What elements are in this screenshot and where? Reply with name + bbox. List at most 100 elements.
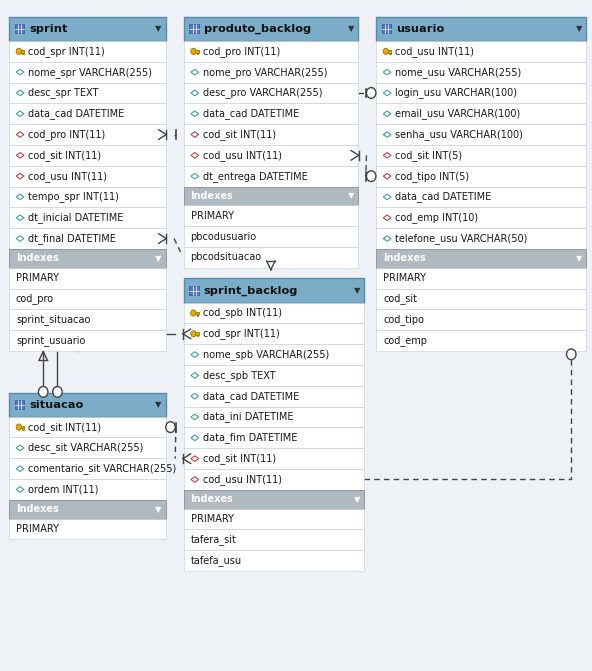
Polygon shape [17,236,24,242]
Bar [9,417,166,437]
Polygon shape [17,111,24,117]
Polygon shape [384,215,391,221]
Bar [9,268,166,289]
Text: cod_spr INT(11): cod_spr INT(11) [28,46,105,57]
Polygon shape [191,111,199,117]
Text: desc_spb TEXT: desc_spb TEXT [203,370,276,381]
Bar [376,41,586,62]
Bar [388,50,391,52]
Bar [9,309,166,330]
Bar [9,458,166,479]
Text: cod_pro INT(11): cod_pro INT(11) [203,46,280,57]
Bar [382,25,391,34]
Bar [390,52,391,54]
Text: nome_spr VARCHAR(255): nome_spr VARCHAR(255) [28,66,152,78]
Text: PRIMARY: PRIMARY [16,273,59,283]
Text: tafera_sit: tafera_sit [191,534,236,546]
Text: ▼: ▼ [576,254,582,263]
Polygon shape [384,69,391,75]
Bar [9,124,166,145]
Text: desc_spr TEXT: desc_spr TEXT [28,87,99,99]
Bar [184,509,364,529]
Text: cod_tipo INT(5): cod_tipo INT(5) [395,170,469,182]
Bar [376,207,586,228]
Bar [184,41,358,62]
Bar [184,427,364,448]
Text: ▼: ▼ [348,191,354,201]
Polygon shape [191,69,199,75]
Bar [184,226,358,247]
Polygon shape [191,152,199,158]
Polygon shape [191,456,199,462]
Text: cod_emp INT(10): cod_emp INT(10) [395,212,478,223]
Text: cod_pro: cod_pro [16,293,54,305]
Text: ▼: ▼ [354,495,360,504]
Polygon shape [17,486,24,493]
Bar [22,428,24,429]
Text: dt_entrega DATETIME: dt_entrega DATETIME [203,170,308,182]
Text: dt_inicial DATETIME: dt_inicial DATETIME [28,212,124,223]
Text: cod_usu INT(11): cod_usu INT(11) [203,150,282,161]
Text: ▼: ▼ [348,24,354,34]
Bar [184,490,364,509]
Circle shape [166,422,175,432]
Text: tafefa_usu: tafefa_usu [191,555,242,566]
Circle shape [53,386,62,397]
Circle shape [191,310,196,316]
Text: nome_spb VARCHAR(255): nome_spb VARCHAR(255) [203,349,329,360]
Polygon shape [17,194,24,200]
Bar [376,249,586,268]
Bar [197,52,198,54]
Text: cod_sit INT(11): cod_sit INT(11) [203,453,276,464]
Bar [184,166,358,187]
Bar [9,500,166,519]
Text: data_ini DATETIME: data_ini DATETIME [203,411,294,423]
Bar [9,207,166,228]
Text: cod_emp: cod_emp [383,335,427,346]
Text: sprint_usuario: sprint_usuario [16,335,85,346]
Text: ▼: ▼ [156,254,162,263]
Bar [9,41,166,62]
Bar [22,52,24,54]
Text: produto_backlog: produto_backlog [204,23,311,34]
Bar [376,309,586,330]
Bar [195,333,199,335]
Text: cod_spr INT(11): cod_spr INT(11) [203,328,280,340]
Text: cod_tipo: cod_tipo [383,314,424,325]
Bar [376,330,586,351]
Polygon shape [384,132,391,138]
Bar [184,17,358,41]
Bar [197,314,198,315]
Polygon shape [17,466,24,472]
Text: ▼: ▼ [156,400,162,409]
Text: data_cad DATETIME: data_cad DATETIME [203,391,300,402]
Bar [184,448,364,469]
Bar [9,393,166,417]
Bar [376,187,586,207]
Text: ▼: ▼ [156,505,162,514]
Bar [9,166,166,187]
Bar [184,103,358,124]
Polygon shape [384,194,391,200]
Bar [184,529,364,550]
Polygon shape [17,173,24,179]
Text: telefone_usu VARCHAR(50): telefone_usu VARCHAR(50) [395,233,528,244]
Text: desc_pro VARCHAR(255): desc_pro VARCHAR(255) [203,87,323,99]
Text: data_cad DATETIME: data_cad DATETIME [395,191,492,203]
Text: senha_usu VARCHAR(100): senha_usu VARCHAR(100) [395,129,523,140]
Text: Indexes: Indexes [383,254,426,263]
Text: usuario: usuario [396,24,445,34]
Polygon shape [191,132,199,138]
Text: Indexes: Indexes [191,495,233,504]
Bar [376,124,586,145]
Bar [9,145,166,166]
Circle shape [191,331,196,337]
Bar [9,62,166,83]
Bar [184,205,358,226]
Bar [376,103,586,124]
Bar [184,303,364,323]
Bar [376,289,586,309]
Bar [376,62,586,83]
Polygon shape [191,173,199,179]
Circle shape [16,48,21,54]
